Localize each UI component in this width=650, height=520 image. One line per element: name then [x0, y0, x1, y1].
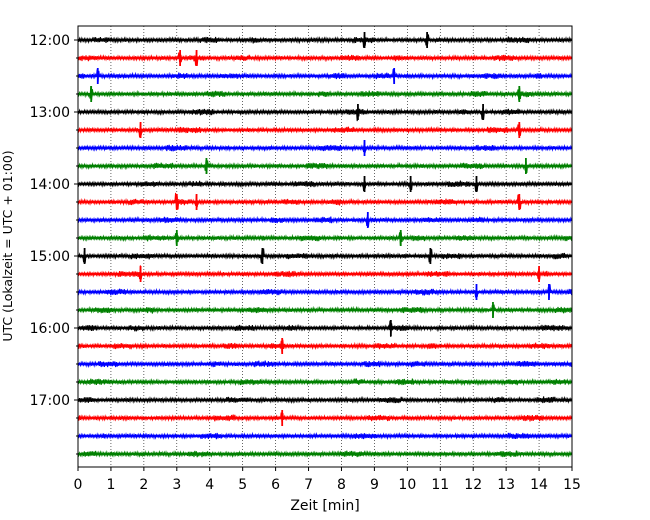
x-tick-label: 7 [304, 477, 313, 493]
trace-1300 [77, 106, 573, 122]
x-tick-label: 14 [530, 477, 548, 493]
y-tick-label: 13:00 [30, 105, 70, 121]
y-axis-label: UTC (Lokalzeit = UTC + 01:00) [0, 150, 15, 341]
trace-1515 [77, 265, 573, 280]
x-tick-label: 2 [139, 477, 148, 493]
y-tick-label: 17:00 [30, 393, 70, 409]
x-tick-label: 11 [431, 477, 449, 493]
x-tick-label: 6 [271, 477, 280, 493]
y-tick-label: 14:00 [30, 177, 70, 193]
x-tick-label: 5 [238, 477, 247, 493]
x-tick-label: 1 [106, 477, 115, 493]
x-tick-label: 15 [563, 477, 581, 493]
y-tick-label: 12:00 [30, 33, 70, 49]
x-axis-label: Zeit [min] [290, 498, 359, 514]
x-axis: 0 1 2 3 4 5 6 7 8 9 10 11 12 13 14 15 [74, 467, 581, 493]
y-axis: 12:00 13:00 14:00 15:00 16:00 17:00 [30, 33, 78, 455]
y-tick-label: 15:00 [30, 249, 70, 265]
x-tick-label: 4 [205, 477, 214, 493]
x-tick-label: 10 [398, 477, 416, 493]
x-tick-label: 8 [337, 477, 346, 493]
x-tick-label: 3 [172, 477, 181, 493]
x-tick-label: 9 [370, 477, 379, 493]
x-tick-label: 12 [464, 477, 482, 493]
x-tick-label: 0 [74, 477, 83, 493]
plot-frame [77, 25, 573, 468]
trace-1330 [77, 140, 573, 153]
y-tick-label: 16:00 [30, 321, 70, 337]
x-tick-label: 13 [497, 477, 515, 493]
traces [77, 32, 573, 459]
